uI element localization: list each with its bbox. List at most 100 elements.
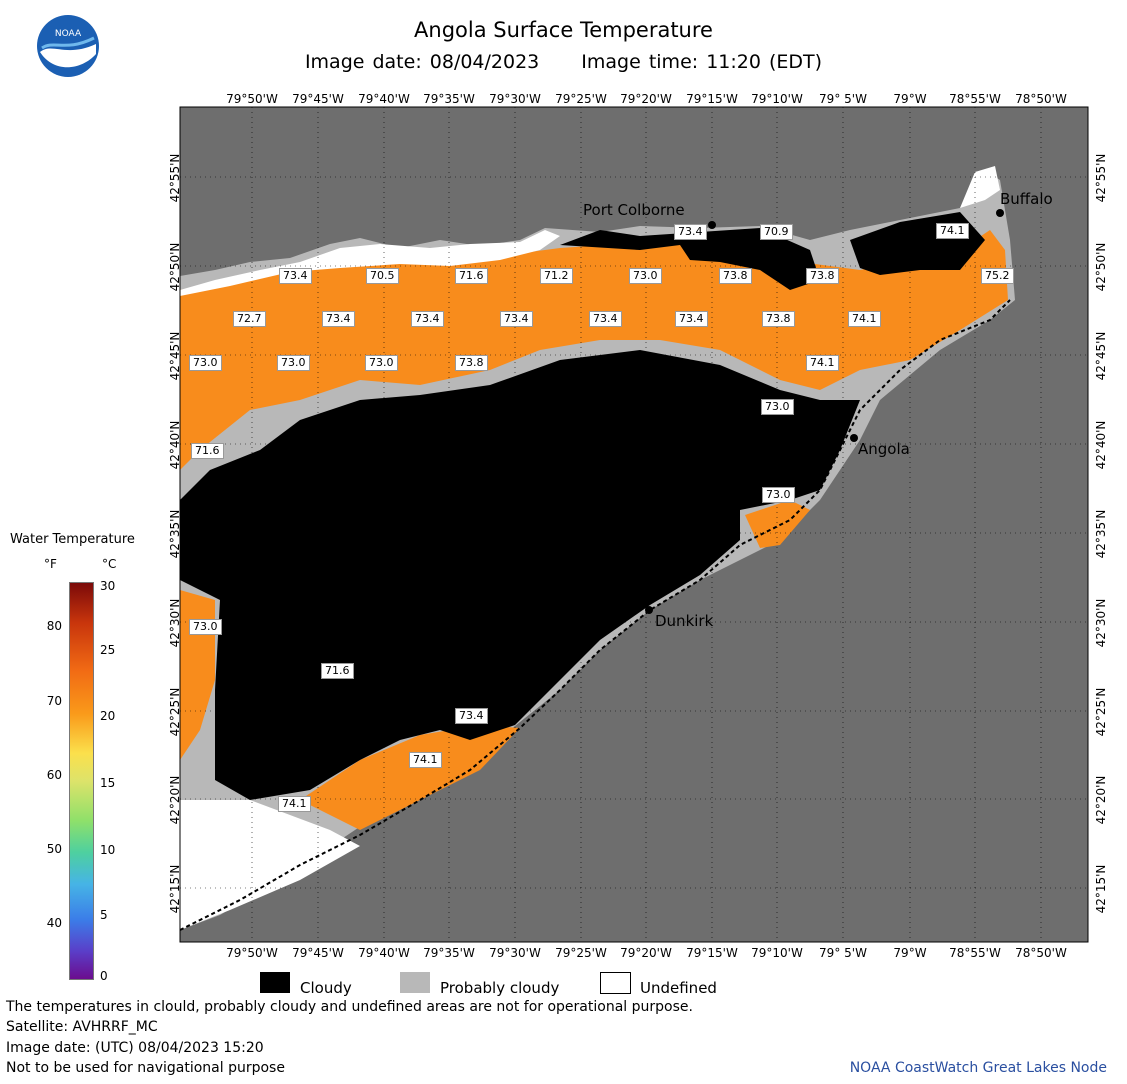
temperature-label: 73.0 xyxy=(365,355,398,371)
legend-f-tick: 60 xyxy=(46,768,62,782)
latitude-label-right: 42°15'N xyxy=(1094,864,1108,914)
temperature-label: 73.4 xyxy=(455,708,488,724)
map-title: Angola Surface Temperature xyxy=(414,18,713,42)
latitude-label-left: 42°15'N xyxy=(168,864,182,914)
legend-f-tick: 80 xyxy=(46,619,62,633)
footer-satellite: Satellite: AVHRRF_MC xyxy=(6,1019,158,1035)
legend-f-tick: 50 xyxy=(46,842,62,856)
key-undefined-label: Undefined xyxy=(640,979,717,997)
key-probably-cloudy-swatch xyxy=(400,972,430,993)
legend-c-tick: 10 xyxy=(100,843,116,857)
temperature-label: 73.0 xyxy=(277,355,310,371)
longitude-label-bottom: 79° 5'W xyxy=(819,946,867,960)
legend-c-tick: 30 xyxy=(100,579,116,593)
temperature-label: 73.0 xyxy=(629,268,662,284)
legend-c-tick: 5 xyxy=(100,908,108,922)
legend-c-tick: 15 xyxy=(100,776,116,790)
longitude-label-top: 79°50'W xyxy=(226,92,278,106)
longitude-label-bottom: 78°55'W xyxy=(949,946,1001,960)
temperature-label: 71.6 xyxy=(191,443,224,459)
buffalo-marker xyxy=(996,209,1004,217)
port-colborne-marker xyxy=(708,221,716,229)
water-warm-south xyxy=(300,725,520,830)
latitude-label-right: 42°45'N xyxy=(1094,331,1108,381)
temperature-label: 74.1 xyxy=(848,311,881,327)
longitude-label-top: 79°45'W xyxy=(292,92,344,106)
temperature-label: 73.4 xyxy=(674,224,707,240)
longitude-label-bottom: 79°15'W xyxy=(686,946,738,960)
temperature-label: 73.8 xyxy=(455,355,488,371)
temperature-label: 75.2 xyxy=(981,268,1014,284)
place-angola: Angola xyxy=(858,440,910,458)
longitude-label-top: 78°50'W xyxy=(1015,92,1067,106)
temperature-label: 71.6 xyxy=(455,268,488,284)
angola-marker xyxy=(850,434,858,442)
temperature-label: 74.1 xyxy=(806,355,839,371)
longitude-label-bottom: 79°30'W xyxy=(489,946,541,960)
temperature-label: 73.4 xyxy=(411,311,444,327)
latitude-label-right: 42°25'N xyxy=(1094,687,1108,737)
temperature-label: 73.8 xyxy=(719,268,752,284)
temperature-label: 74.1 xyxy=(409,752,442,768)
temperature-label: 73.0 xyxy=(189,619,222,635)
latitude-label-left: 42°30'N xyxy=(168,598,182,648)
legend-title: Water Temperature xyxy=(10,532,135,547)
latitude-label-left: 42°55'N xyxy=(168,153,182,203)
temperature-label: 73.0 xyxy=(762,487,795,503)
latitude-label-left: 42°50'N xyxy=(168,242,182,292)
image-date: Image date: 08/04/2023 xyxy=(304,51,540,73)
cloudy-area-north xyxy=(560,228,820,290)
latitude-label-right: 42°40'N xyxy=(1094,420,1108,470)
undefined-area xyxy=(180,800,360,930)
color-scale-bar xyxy=(69,582,94,980)
latitude-label-right: 42°50'N xyxy=(1094,242,1108,292)
latitude-label-left: 42°40'N xyxy=(168,420,182,470)
key-probably-cloudy-label: Probably cloudy xyxy=(440,979,560,997)
temperature-label: 70.9 xyxy=(760,224,793,240)
cloudy-area xyxy=(180,350,860,800)
longitude-label-bottom: 79°10'W xyxy=(751,946,803,960)
place-port-colborne: Port Colborne xyxy=(583,201,685,219)
longitude-label-bottom: 79°25'W xyxy=(555,946,607,960)
temperature-label: 73.4 xyxy=(589,311,622,327)
longitude-label-top: 79°30'W xyxy=(489,92,541,106)
footer-utc-date: Image date: (UTC) 08/04/2023 15:20 xyxy=(6,1040,264,1056)
place-buffalo: Buffalo xyxy=(1000,190,1053,208)
longitude-label-bottom: 79°35'W xyxy=(423,946,475,960)
temperature-label: 73.4 xyxy=(322,311,355,327)
noaa-logo-icon: NOAA xyxy=(37,15,99,77)
temperature-label: 72.7 xyxy=(233,311,266,327)
image-time: Image time: 11:20 (EDT) xyxy=(581,51,823,73)
footer-note: The temperatures in clould, probably clo… xyxy=(6,999,693,1015)
temperature-label: 73.8 xyxy=(806,268,839,284)
water-warm-north xyxy=(180,230,1008,470)
key-cloudy-label: Cloudy xyxy=(300,979,352,997)
svg-text:NOAA: NOAA xyxy=(55,29,82,39)
latitude-label-left: 42°45'N xyxy=(168,331,182,381)
longitude-label-bottom: 79°40'W xyxy=(358,946,410,960)
longitude-label-top: 79°10'W xyxy=(751,92,803,106)
legend-c-tick: 25 xyxy=(100,643,116,657)
longitude-label-top: 79°15'W xyxy=(686,92,738,106)
legend-f-tick: 70 xyxy=(46,694,62,708)
temperature-label: 71.2 xyxy=(540,268,573,284)
latitude-label-right: 42°35'N xyxy=(1094,509,1108,559)
legend-unit-c: °C xyxy=(102,557,117,571)
longitude-label-bottom: 79°45'W xyxy=(292,946,344,960)
undefined-area-north xyxy=(180,230,560,296)
temperature-label: 74.1 xyxy=(936,223,969,239)
longitude-label-bottom: 79°20'W xyxy=(620,946,672,960)
longitude-label-top: 79°20'W xyxy=(620,92,672,106)
place-dunkirk: Dunkirk xyxy=(655,612,714,630)
latitude-label-right: 42°30'N xyxy=(1094,598,1108,648)
temperature-label: 73.4 xyxy=(279,268,312,284)
temperature-label: 73.8 xyxy=(762,311,795,327)
latitude-label-left: 42°20'N xyxy=(168,775,182,825)
dunkirk-marker xyxy=(645,606,653,614)
undefined-area-buffalo xyxy=(960,166,1000,208)
legend-unit-f: °F xyxy=(44,557,57,571)
longitude-label-top: 79°40'W xyxy=(358,92,410,106)
south-shoreline xyxy=(179,299,1011,931)
temperature-label: 70.5 xyxy=(366,268,399,284)
longitude-label-bottom: 78°50'W xyxy=(1015,946,1067,960)
